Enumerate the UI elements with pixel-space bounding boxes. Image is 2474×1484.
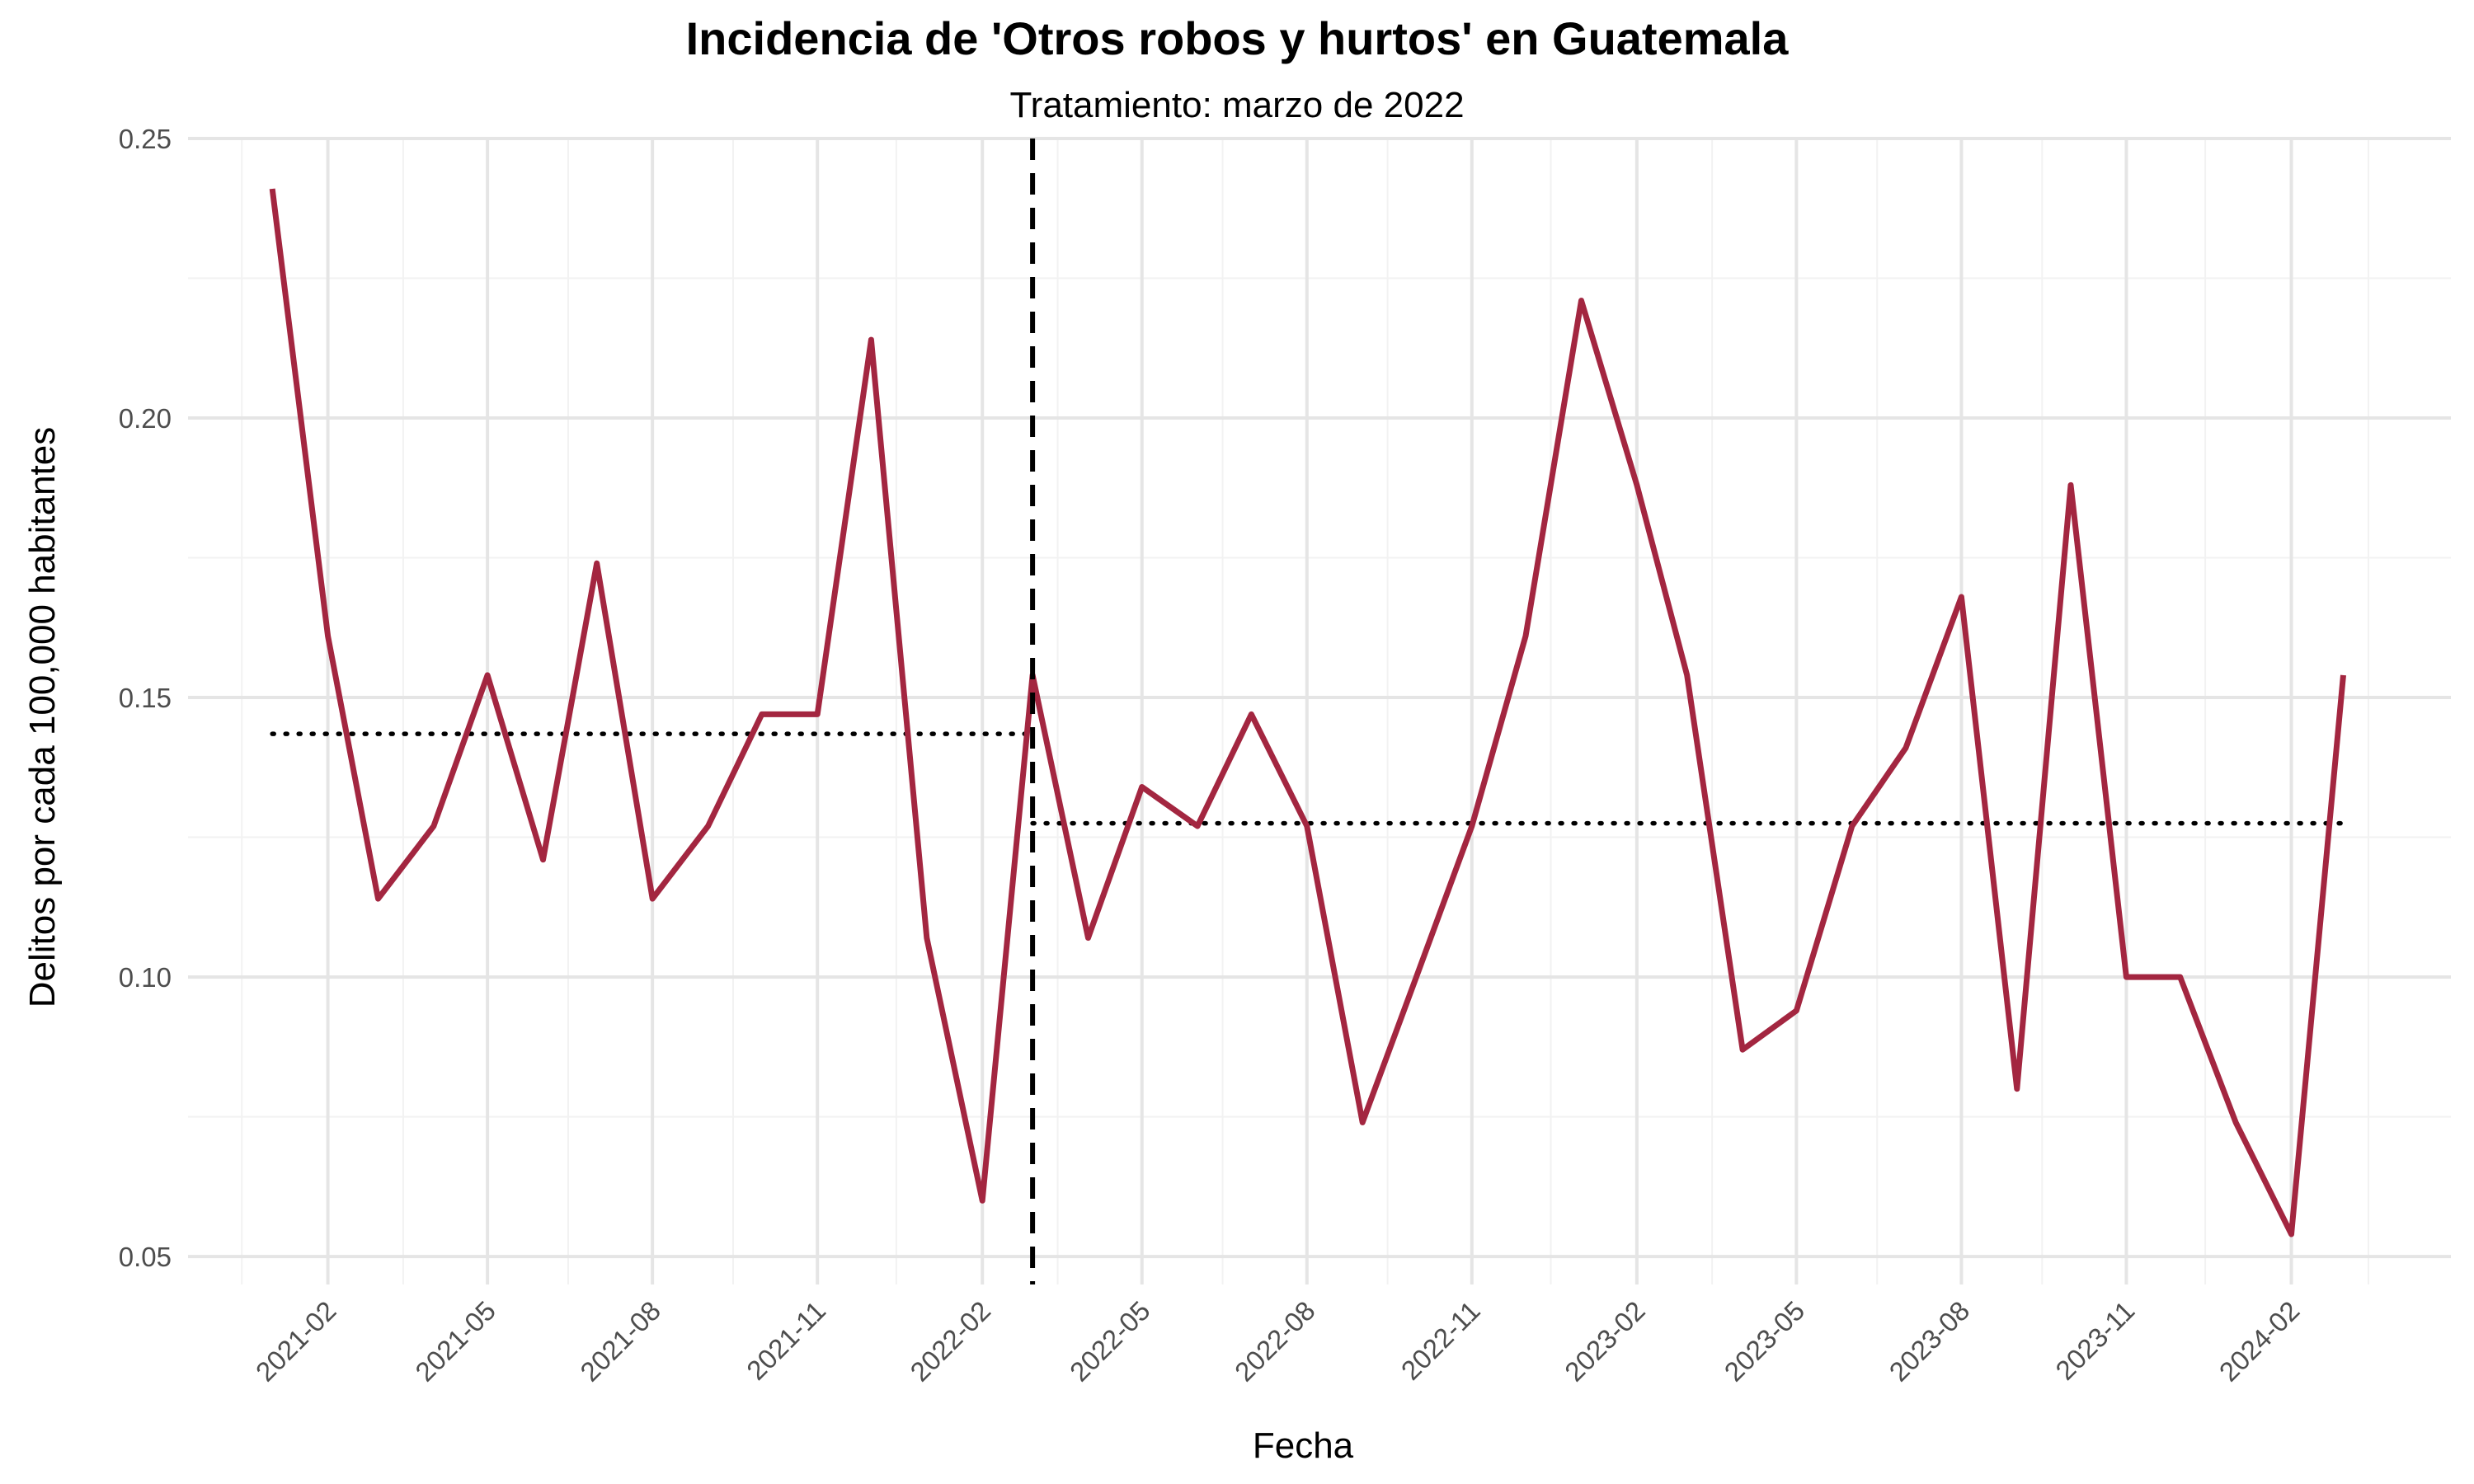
y-tick-label: 0.25 (119, 124, 172, 154)
series-line (269, 188, 2346, 1237)
y-tick-label: 0.05 (119, 1242, 172, 1272)
chart-subtitle: Tratamiento: marzo de 2022 (1009, 85, 1464, 125)
x-axis-title: Fecha (1253, 1425, 1354, 1466)
y-tick-label: 0.20 (119, 403, 172, 434)
y-axis-title: Delitos por cada 100,000 habitantes (22, 427, 63, 1008)
series-layer (269, 139, 2346, 1284)
y-axis-ticks: 0.05 0.10 0.15 0.20 0.25 (119, 124, 172, 1272)
minor-gridlines (188, 139, 2451, 1284)
y-tick-label: 0.10 (119, 962, 172, 993)
chart-title: Incidencia de 'Otros robos y hurtos' en … (686, 12, 1790, 64)
y-tick-label: 0.15 (119, 683, 172, 713)
